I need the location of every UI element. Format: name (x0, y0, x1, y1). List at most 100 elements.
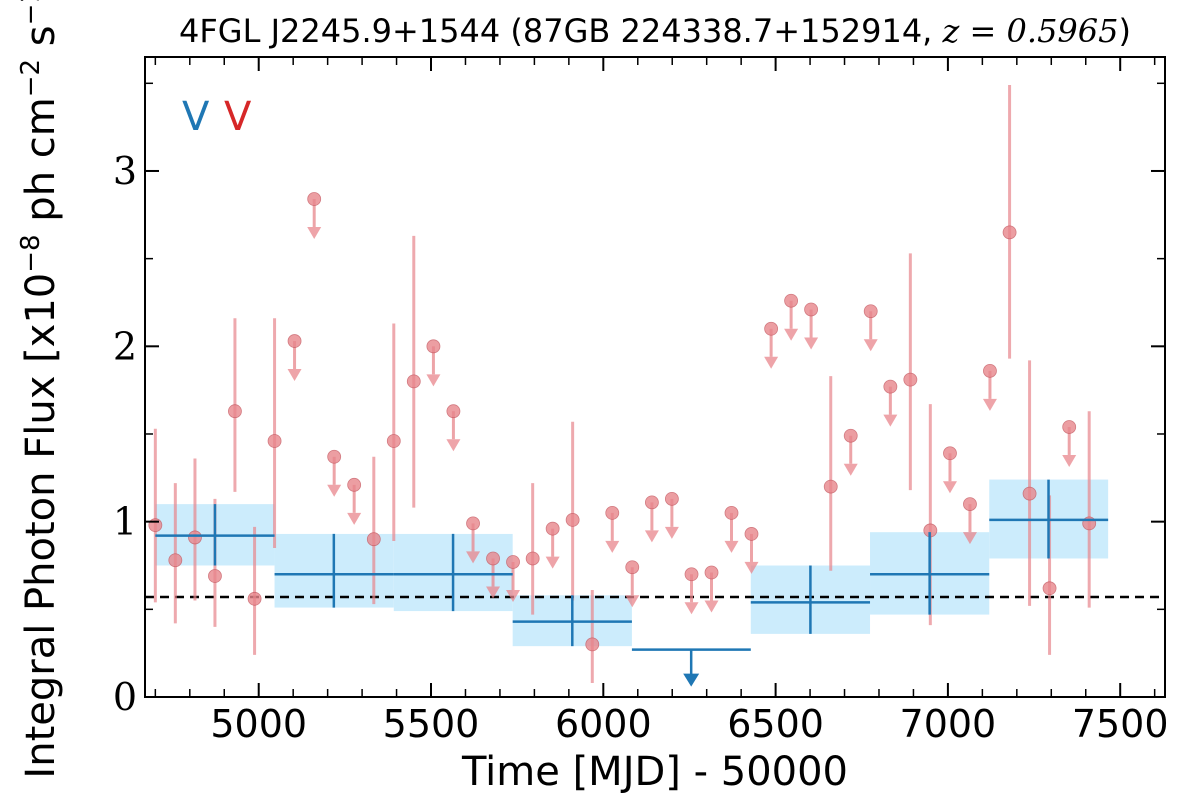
data-marker (744, 527, 759, 541)
data-marker (347, 477, 362, 492)
data-marker (585, 637, 600, 652)
upper-limit-arrow (625, 595, 640, 608)
upper-limit-arrow (982, 398, 997, 411)
upper-limit-arrow (545, 556, 560, 569)
x-tick-label: 6000 (555, 702, 652, 746)
x-tick-label: 6500 (727, 702, 824, 746)
monthly-point (883, 379, 898, 427)
upper-limit-arrow (506, 589, 521, 602)
monthly-point (684, 567, 699, 615)
upper-limit-arrow (327, 484, 342, 497)
monthly-point (784, 293, 799, 341)
data-marker (1062, 420, 1077, 434)
upper-limit-arrow (307, 227, 322, 240)
upper-limit-arrow (804, 337, 819, 350)
monthly-point (406, 235, 421, 508)
monthly-point (446, 404, 461, 452)
y-tick-label: 0 (113, 675, 137, 719)
data-marker (943, 446, 957, 461)
upper-limit-arrow (683, 673, 700, 687)
x-tick-label: 7000 (900, 702, 997, 746)
data-marker (1042, 581, 1057, 596)
upper-limit-arrow (664, 526, 679, 539)
upper-limit-arrow (843, 463, 858, 476)
data-marker (506, 555, 520, 569)
data-marker (804, 302, 819, 317)
monthly-point (545, 521, 560, 569)
upper-limit-arrow (347, 512, 362, 525)
data-marker (704, 565, 719, 580)
data-marker (903, 372, 918, 387)
data-marker (247, 591, 262, 606)
data-marker (446, 404, 461, 419)
data-marker (605, 505, 620, 520)
monthly-point (525, 483, 540, 615)
monthly-point (764, 321, 779, 369)
monthly-point (804, 302, 819, 350)
upper-limit-arrow (764, 356, 779, 369)
long-bin-point (512, 595, 632, 647)
upper-limit-arrow (287, 369, 302, 382)
data-marker (525, 551, 540, 566)
upper-limit-arrow (644, 530, 659, 543)
upper-limit-arrow (704, 600, 719, 613)
long-bin-point (274, 533, 394, 608)
y-tick-label: 1 (113, 500, 137, 544)
legend-label-long-bin: V (182, 94, 210, 140)
monthly-point (327, 449, 342, 497)
data-marker (644, 495, 659, 510)
monthly-point (903, 253, 918, 491)
data-marker (208, 569, 222, 583)
monthly-point (307, 192, 322, 240)
monthly-point (267, 318, 282, 548)
upper-limit-arrow (863, 339, 878, 352)
data-marker (843, 428, 858, 443)
long-bin-point (989, 479, 1109, 559)
upper-limit-arrow (486, 586, 501, 599)
monthly-point (605, 505, 620, 553)
monthly-point (982, 363, 997, 411)
data-marker (823, 479, 838, 494)
upper-limit-arrow (1062, 454, 1077, 467)
data-marker (1002, 225, 1017, 240)
data-marker (188, 530, 202, 545)
monthly-point (744, 527, 759, 574)
data-marker (863, 304, 878, 319)
data-marker (883, 379, 898, 394)
x-tick-label: 7500 (1072, 702, 1169, 746)
data-marker (625, 560, 640, 575)
monthly-point (168, 483, 183, 624)
monthly-point (188, 458, 202, 601)
data-marker (168, 553, 183, 568)
long-bin-point (393, 533, 513, 612)
legend-label-monthly: V (224, 94, 252, 140)
data-marker (267, 434, 282, 448)
data-marker (784, 293, 799, 308)
x-axis-label: Time [MJD] - 50000 (461, 749, 848, 795)
monthly-point (565, 421, 580, 601)
x-tick-label: 5000 (210, 702, 307, 746)
data-marker (983, 363, 997, 378)
long-bin-point (631, 648, 751, 687)
monthly-point (704, 565, 719, 613)
monthly-point (287, 334, 302, 382)
upper-limit-arrow (724, 540, 739, 553)
long-bin-point (155, 504, 275, 566)
data-marker (406, 374, 421, 389)
upper-limit-arrow (744, 561, 759, 574)
monthly-point (942, 446, 957, 494)
upper-limit-arrow (446, 439, 461, 452)
monthly-point (843, 428, 858, 476)
data-marker (684, 567, 699, 582)
upper-limit-arrow (883, 414, 898, 427)
monthly-point (863, 304, 878, 352)
upper-limit-arrow (684, 602, 699, 615)
data-marker (545, 521, 560, 536)
data-marker (466, 516, 480, 531)
axis-ticks: 5000 5500 6000 6500 7000 7500 0 1 2 3 (113, 57, 1169, 746)
monthly-point (386, 323, 401, 541)
upper-limit-arrow (942, 481, 957, 494)
plot-area (145, 85, 1165, 687)
monthly-point (823, 376, 838, 571)
plot-frame (144, 56, 1166, 698)
